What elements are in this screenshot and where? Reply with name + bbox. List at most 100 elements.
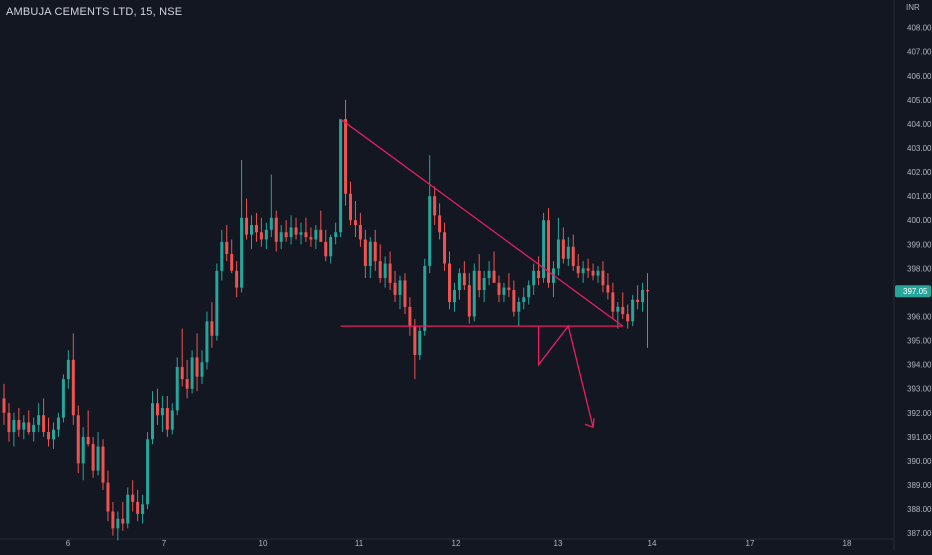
- candle-body: [363, 239, 367, 266]
- candle-body: [245, 217, 249, 235]
- candle-body: [418, 330, 422, 356]
- y-tick-label: 405.00: [907, 96, 932, 105]
- last-price-badge: [895, 285, 931, 298]
- candle-body: [527, 285, 531, 298]
- candle-body: [259, 232, 263, 240]
- candle-body: [27, 422, 31, 433]
- y-tick-label: 408.00: [907, 24, 932, 33]
- candle-body: [32, 424, 36, 433]
- projection-arrowhead: [584, 418, 595, 429]
- candle-body: [507, 287, 511, 291]
- candle-body: [641, 290, 645, 303]
- candle-body: [151, 403, 154, 440]
- candle-body: [606, 285, 610, 293]
- candle-body: [428, 196, 432, 266]
- candle-body: [512, 290, 516, 312]
- candle-body: [86, 436, 90, 445]
- candle-body: [22, 422, 26, 430]
- x-tick-label: 7: [162, 539, 167, 548]
- candle-body: [304, 232, 308, 238]
- y-tick-label: 396.00: [907, 313, 932, 322]
- candle-body: [601, 270, 605, 286]
- candle-body: [52, 429, 55, 440]
- candle-body: [492, 270, 496, 283]
- projection-path-drawing: [537, 324, 594, 428]
- candle-body: [61, 379, 65, 418]
- candle-body: [373, 241, 377, 262]
- x-tick-label: 11: [355, 539, 364, 548]
- candle-body: [210, 321, 214, 336]
- y-tick-label: 399.00: [907, 240, 932, 249]
- candle-body: [264, 229, 268, 240]
- candle-body: [636, 299, 640, 303]
- candle-body: [393, 282, 397, 295]
- candle-body: [596, 270, 600, 276]
- candle-body: [274, 217, 278, 242]
- trend-line-drawing: [340, 118, 624, 327]
- candle-body: [556, 239, 560, 269]
- candle-body: [180, 367, 184, 380]
- candle-body: [537, 270, 541, 278]
- candle-body: [2, 398, 6, 413]
- y-tick-label: 406.00: [907, 72, 932, 81]
- y-tick-label: 395.00: [907, 337, 932, 346]
- candle-body: [47, 432, 51, 440]
- candle-body: [240, 217, 244, 288]
- candle-body: [160, 408, 164, 416]
- chart-title: AMBUJA CEMENTS LTD, 15, NSE: [6, 6, 183, 18]
- y-tick-label: 403.00: [907, 144, 932, 153]
- y-tick-label: 389.00: [907, 481, 932, 490]
- candle-body: [388, 263, 392, 283]
- x-tick-label: 14: [648, 539, 657, 548]
- candle-body: [576, 265, 580, 274]
- x-tick-label: 12: [452, 539, 461, 548]
- candle-body: [339, 119, 343, 233]
- candle-body: [502, 287, 506, 295]
- candle-body: [438, 215, 442, 233]
- candle-body: [566, 246, 570, 259]
- candle-body: [314, 229, 318, 240]
- candle-body: [517, 302, 521, 312]
- candle-body: [12, 420, 16, 433]
- candle-body: [334, 232, 338, 238]
- y-tick-label: 391.00: [907, 433, 932, 442]
- candle-body: [71, 359, 75, 416]
- candle-body: [17, 420, 21, 430]
- y-tick-label: 404.00: [907, 120, 932, 129]
- candle-body: [146, 439, 150, 505]
- candle-body: [299, 232, 303, 235]
- candle-body: [121, 518, 125, 524]
- candle-body: [106, 482, 110, 512]
- candle-body: [403, 280, 407, 307]
- candle-body: [42, 415, 46, 433]
- candle-body: [353, 220, 357, 226]
- candle-body: [7, 412, 11, 433]
- candle-body: [81, 436, 85, 464]
- candle-body: [344, 119, 348, 194]
- candle-body: [56, 417, 60, 430]
- candle-body: [433, 196, 437, 216]
- candle-body: [472, 270, 476, 317]
- y-tick-label: 387.00: [907, 529, 932, 538]
- candle-body: [66, 359, 70, 380]
- candle-body: [378, 261, 382, 278]
- candle-body: [329, 237, 333, 257]
- candle-body: [423, 265, 427, 331]
- candle-body: [413, 326, 417, 356]
- candle-body: [294, 227, 298, 235]
- y-tick-label: 407.00: [907, 48, 932, 57]
- candle-body: [408, 306, 412, 327]
- candle-body: [443, 232, 447, 264]
- y-tick-label: 402.00: [907, 168, 932, 177]
- candle-body: [200, 362, 204, 377]
- y-tick-label: 392.00: [907, 409, 932, 418]
- candle-body: [586, 268, 590, 271]
- candle-body: [289, 227, 293, 238]
- candle-body: [225, 241, 229, 254]
- candle-body: [254, 225, 258, 233]
- candle-body: [368, 241, 372, 266]
- candle-body: [547, 220, 550, 283]
- candle-body: [235, 270, 239, 288]
